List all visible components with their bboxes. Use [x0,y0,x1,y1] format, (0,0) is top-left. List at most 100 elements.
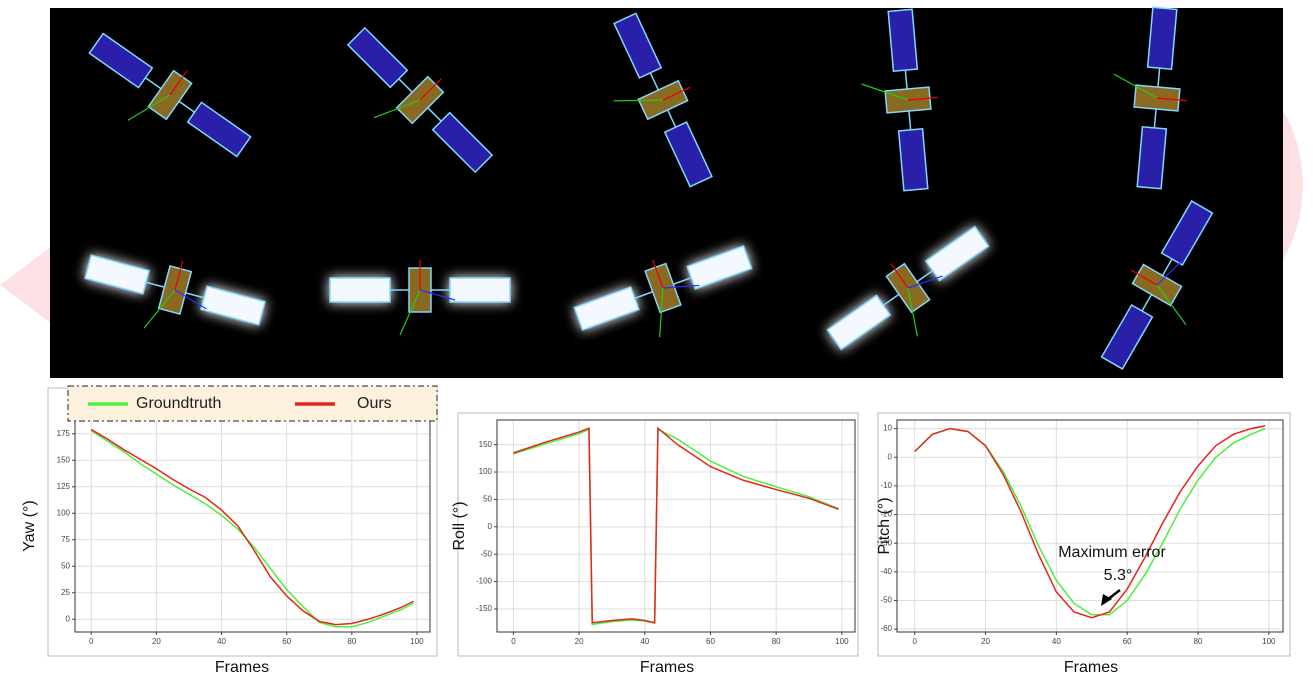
x-tick-label: 80 [772,637,781,646]
solar-panel [1160,200,1214,267]
axis-blue [907,275,943,289]
y-tick-label: -50 [480,549,492,558]
data-line [513,426,839,624]
axis-green [1113,73,1158,99]
axis-red [419,78,442,101]
axis-blue [419,289,456,301]
axis-red [174,260,184,291]
chart-frame [877,412,1291,657]
solar-panel [924,225,990,282]
axis-green [907,287,919,337]
satellite [346,26,494,174]
annotation: Maximum error [1058,544,1166,561]
x-tick-label: 20 [981,637,990,646]
y-tick-label: 50 [483,495,492,504]
x-axis-label: Frames [1064,659,1118,676]
x-tick-label: 0 [511,637,516,646]
x-tick-label: 100 [835,637,849,646]
satellite [826,225,990,351]
solar-panel [329,277,391,303]
data-line [914,424,1266,619]
axis-red [1130,269,1158,286]
y-tick-label: -50 [880,596,892,605]
line-chart: 0 20 40 60 80 100 -150 -100 -50 0 50 100 150 Frames Ro… [451,412,859,676]
axis-red [890,263,909,289]
y-tick-label: 150 [57,455,71,464]
x-axis-label: Frames [640,659,694,676]
x-axis-label: Frames [215,659,269,676]
axis-green [861,83,909,101]
solar-panel [573,286,640,332]
satellite [329,260,511,336]
y-tick-label: -150 [476,604,493,613]
satellite [573,244,753,338]
line-chart: 0 20 40 60 80 100 -60 -50 -40 -30 -20 -10 0 10 Frames P… [876,412,1291,676]
axis-blue [1156,259,1184,286]
data-line [90,428,415,626]
y-tick-label: 100 [57,508,71,517]
axis-blue [174,289,207,310]
y-tick-label: 150 [479,440,493,449]
satellite [861,8,938,192]
axis-red [169,70,188,96]
y-axis-label: Roll (°) [451,501,468,550]
plot-area [896,419,1284,633]
solar-panel [1146,6,1178,70]
y-tick-label: -10 [880,481,892,490]
satellite [1113,6,1187,190]
y-tick-label: 125 [57,482,71,491]
y-tick-label: 0 [66,614,71,623]
y-tick-label: -100 [476,577,493,586]
axis-green [613,99,664,102]
y-tick-label: 25 [61,588,70,597]
render-panel [50,8,1283,378]
y-tick-label: 100 [479,467,493,476]
legend-box [67,385,438,422]
y-axis-label: Yaw (°) [21,500,38,551]
legend-label: Ours [357,395,392,412]
x-tick-label: 60 [282,637,291,646]
y-tick-label: 175 [57,429,71,438]
y-tick-label: 50 [61,561,70,570]
axis-green [373,99,421,119]
y-tick-label: -20 [880,510,892,519]
satellite [613,12,713,188]
axis-green [1156,284,1187,326]
y-tick-label: -30 [880,538,892,547]
axis-green [127,94,171,121]
y-tick-label: -40 [880,567,892,576]
y-tick-label: 0 [488,522,493,531]
satellite-renders [84,6,1214,370]
y-tick-label: -60 [880,624,892,633]
solar-panel [826,294,892,351]
x-tick-label: 60 [706,637,715,646]
y-axis-label: Pitch (°) [876,497,893,554]
satellite [84,254,266,329]
solar-panel [686,244,753,290]
y-tick-label: 0 [888,452,893,461]
axis-red [662,86,691,101]
axis-red [907,96,938,101]
x-tick-label: 40 [640,637,649,646]
axis-red [652,259,664,289]
x-tick-label: 40 [217,637,226,646]
axis-blue [662,284,700,289]
x-tick-label: 80 [347,637,356,646]
y-tick-label: 10 [883,424,892,433]
solar-panel [887,8,919,72]
y-tick-label: 75 [61,535,70,544]
chart-frame [47,387,438,657]
max-error-arrowhead [1101,594,1112,606]
solar-panel [897,128,929,192]
solar-panel [1100,303,1154,370]
x-tick-label: 20 [152,637,161,646]
solar-panel [449,277,511,303]
x-tick-label: 80 [1194,637,1203,646]
x-tick-label: 40 [1052,637,1061,646]
axis-green [658,287,664,338]
x-tick-label: 0 [912,637,917,646]
axis-green [143,289,176,329]
annotation: 5.3° [1104,567,1133,584]
